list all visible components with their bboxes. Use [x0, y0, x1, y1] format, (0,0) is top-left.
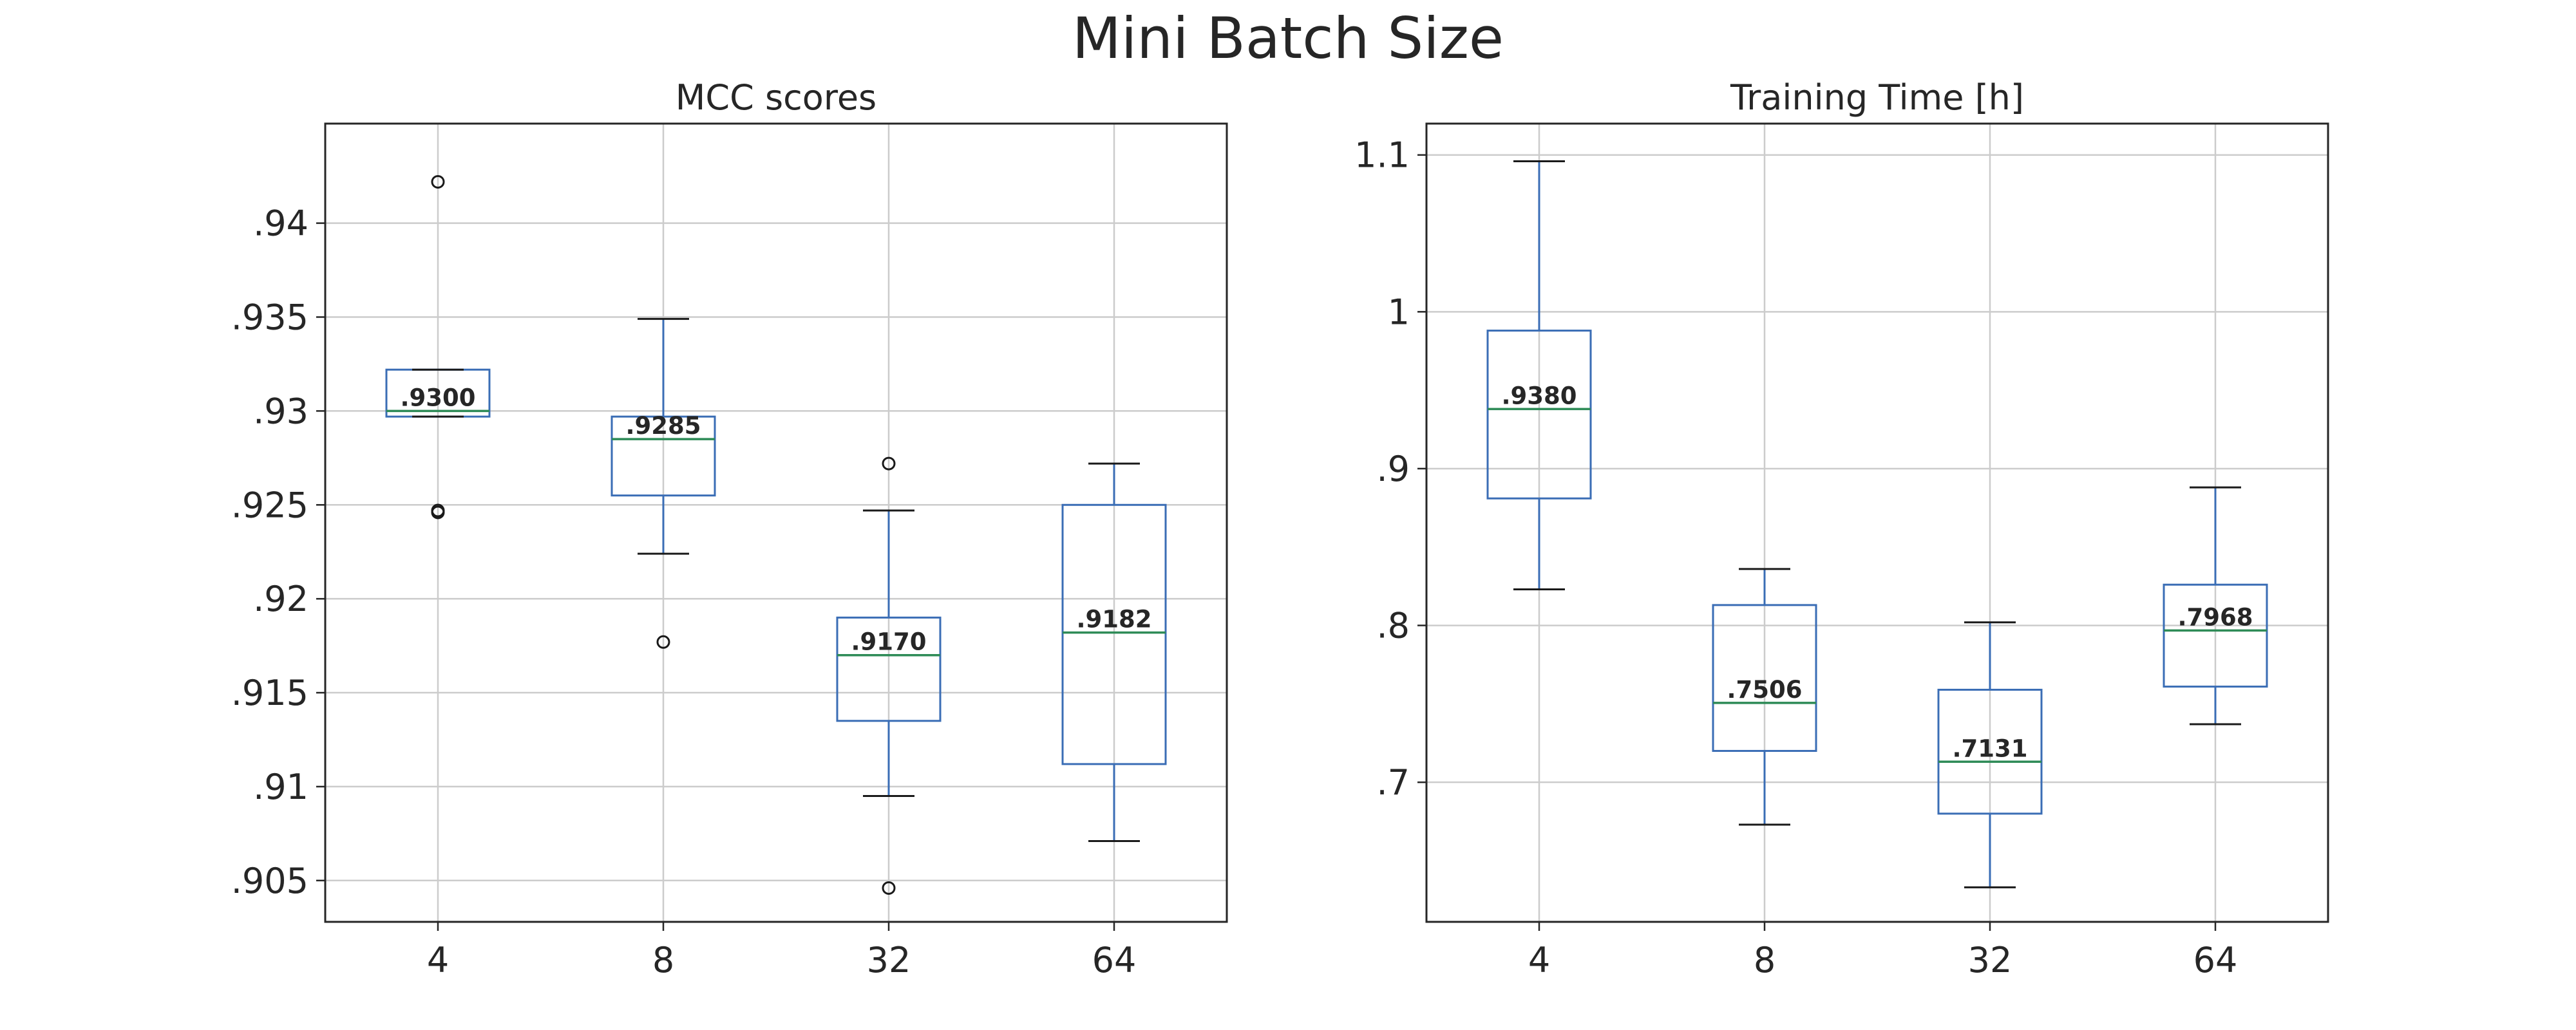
time-box-64: .7968 — [2163, 486, 2268, 726]
outlier-point — [431, 505, 445, 520]
mcc-box-64: .9182 — [1061, 462, 1167, 843]
median-label: .9380 — [1501, 382, 1577, 409]
outlier-point — [431, 174, 445, 189]
time-xtick-label: 8 — [1754, 940, 1776, 980]
time-box-8: .7506 — [1712, 568, 1817, 826]
mcc-box-32: .9170 — [836, 456, 942, 895]
time-ytick-label: .7 — [1376, 762, 1410, 803]
mcc-box-4: .9300 — [385, 174, 491, 520]
mcc-ytick-label: .935 — [231, 297, 308, 338]
mcc-scores-panel: .905 .91 .915 .92 .925 .93 .935 .94 4 8 32 64 .9300.… — [231, 77, 1228, 980]
median-label: .9170 — [851, 628, 926, 656]
iqr-box — [2163, 583, 2268, 688]
mcc-ytick-label: .905 — [231, 861, 308, 901]
mcc-ytick-label: .91 — [253, 767, 308, 807]
time-ytick-label: .9 — [1376, 449, 1410, 489]
mcc-panel-title: MCC scores — [676, 77, 876, 118]
outlier-point — [882, 881, 896, 895]
time-panel-title: Training Time [h] — [1730, 77, 2024, 118]
iqr-box — [1937, 688, 2043, 815]
iqr-box — [1712, 604, 1817, 752]
mcc-ytick-label: .93 — [253, 391, 308, 431]
median-label: .7506 — [1727, 676, 1802, 704]
mcc-ytick-label: .925 — [231, 485, 308, 525]
mcc-box-8: .9285 — [611, 317, 716, 649]
iqr-box — [611, 415, 716, 497]
time-ytick-label: 1.1 — [1354, 135, 1410, 176]
time-ytick-label: 1 — [1388, 292, 1410, 332]
time-box-32: .7131 — [1937, 621, 2043, 888]
mcc-ytick-label: .915 — [231, 673, 308, 713]
median-label: .9285 — [625, 412, 701, 440]
mcc-ytick-label: .92 — [253, 579, 308, 619]
median-label: .9182 — [1076, 606, 1151, 633]
median-label: .9300 — [400, 384, 475, 411]
mcc-axes-frame — [324, 122, 1228, 923]
time-box-4: .9380 — [1486, 160, 1592, 591]
time-xtick-label: 64 — [2193, 940, 2238, 980]
outlier-point — [656, 635, 670, 649]
figure-title: Mini Batch Size — [1072, 5, 1504, 71]
mcc-xtick-label: 32 — [867, 940, 911, 980]
iqr-box — [1061, 503, 1167, 765]
time-xtick-label: 32 — [1968, 940, 2012, 980]
iqr-box — [1486, 330, 1592, 500]
mcc-xtick-label: 4 — [427, 940, 449, 980]
time-axes-frame — [1425, 122, 2329, 923]
mcc-xtick-label: 8 — [652, 940, 674, 980]
median-label: .7968 — [2177, 603, 2253, 631]
outlier-point — [882, 456, 896, 471]
iqr-box — [836, 616, 942, 722]
mcc-ytick-label: .94 — [253, 203, 308, 244]
training-time-panel: .7 .8 .9 1 1.1 4 8 32 64 .9380 .7506 .7131 .7968 Trai… — [1354, 77, 2329, 980]
time-xtick-label: 4 — [1528, 940, 1550, 980]
time-ytick-label: .8 — [1376, 606, 1410, 646]
mcc-xtick-label: 64 — [1092, 940, 1137, 980]
median-label: .7131 — [1952, 735, 2027, 762]
